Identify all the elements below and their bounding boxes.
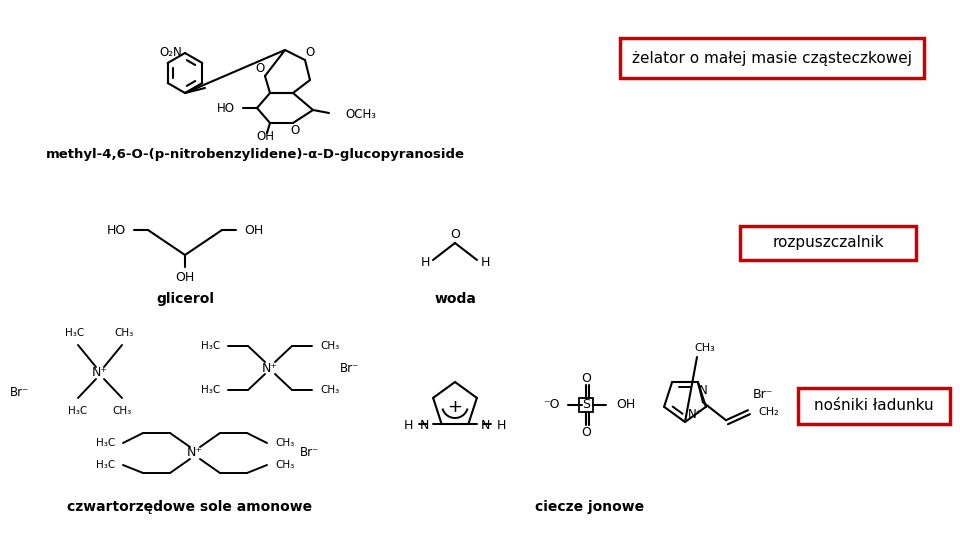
FancyBboxPatch shape [620, 38, 924, 78]
Text: ciecze jonowe: ciecze jonowe [536, 500, 644, 514]
Text: O: O [581, 426, 591, 438]
Text: Br⁻: Br⁻ [300, 447, 320, 460]
Text: O: O [581, 372, 591, 384]
FancyBboxPatch shape [798, 388, 950, 424]
Text: N⁺: N⁺ [187, 447, 203, 460]
Text: H: H [496, 419, 506, 432]
Text: CH₃: CH₃ [112, 406, 132, 416]
Text: H₃C: H₃C [65, 328, 84, 338]
Text: ⁻O: ⁻O [543, 399, 560, 411]
Text: N⁺: N⁺ [262, 361, 278, 375]
Text: nośniki ładunku: nośniki ładunku [814, 399, 934, 414]
Text: O₂N: O₂N [159, 46, 182, 59]
Text: H₃C: H₃C [201, 341, 220, 351]
Text: H₃C: H₃C [68, 406, 87, 416]
Text: S: S [582, 399, 590, 411]
Text: żelator o małej masie cząsteczkowej: żelator o małej masie cząsteczkowej [632, 51, 912, 65]
Text: czwartorzędowe sole amonowe: czwartorzędowe sole amonowe [67, 500, 313, 514]
Text: Br⁻: Br⁻ [11, 387, 30, 400]
Text: N⁺: N⁺ [687, 408, 703, 421]
Text: +: + [447, 398, 463, 416]
Text: woda: woda [434, 292, 476, 306]
Text: CH₃: CH₃ [695, 343, 715, 353]
Text: H₃C: H₃C [96, 438, 115, 448]
Text: H: H [420, 255, 430, 268]
Text: rozpuszczalnik: rozpuszczalnik [772, 235, 884, 251]
Text: CH₂: CH₂ [758, 407, 779, 417]
Text: H: H [404, 419, 414, 432]
Text: HO: HO [107, 224, 126, 237]
Text: OH: OH [616, 399, 636, 411]
Text: OH: OH [176, 271, 195, 284]
Text: OCH₃: OCH₃ [345, 109, 376, 122]
Text: H: H [480, 255, 490, 268]
Text: OH: OH [244, 224, 263, 237]
FancyBboxPatch shape [740, 226, 916, 260]
Text: H₃C: H₃C [96, 460, 115, 470]
Text: CH₃: CH₃ [320, 341, 339, 351]
Text: glicerol: glicerol [156, 292, 214, 306]
Text: Br⁻: Br⁻ [753, 388, 774, 402]
Text: H₃C: H₃C [201, 385, 220, 395]
Text: methyl-4,6-O-(p-nitrobenzylidene)-α-D-glucopyranoside: methyl-4,6-O-(p-nitrobenzylidene)-α-D-gl… [45, 148, 465, 161]
Text: OH: OH [256, 131, 274, 144]
Text: HO: HO [217, 102, 235, 114]
FancyBboxPatch shape [579, 398, 593, 412]
Text: CH₃: CH₃ [275, 438, 295, 448]
Text: N: N [420, 419, 429, 432]
Text: CH₃: CH₃ [275, 460, 295, 470]
Text: O: O [255, 63, 265, 76]
Text: O: O [290, 125, 300, 138]
Text: N: N [699, 384, 708, 397]
Text: O: O [305, 46, 315, 59]
Text: N⁺: N⁺ [92, 367, 108, 380]
Text: N: N [481, 419, 490, 432]
Text: O: O [450, 228, 460, 241]
Text: CH₃: CH₃ [114, 328, 133, 338]
Text: CH₃: CH₃ [320, 385, 339, 395]
Text: Br⁻: Br⁻ [340, 361, 360, 375]
